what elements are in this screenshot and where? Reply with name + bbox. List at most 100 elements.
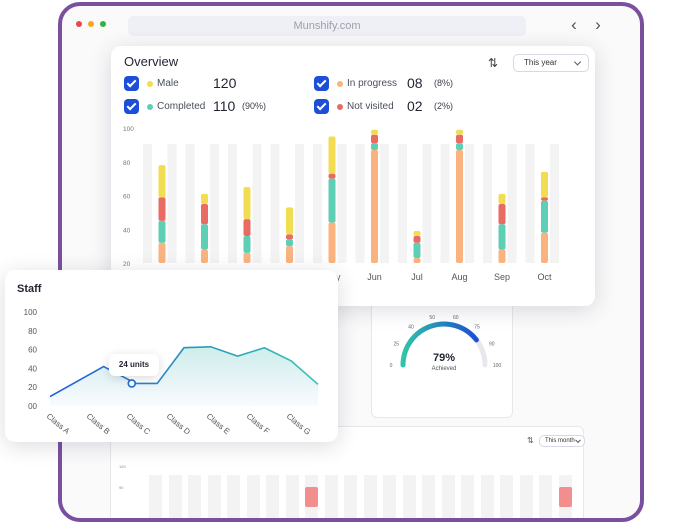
y-tick-label: 100 <box>123 126 134 133</box>
legend-not-visited[interactable]: Not visited 02 (2%) <box>314 98 484 115</box>
bar-segment[interactable] <box>498 249 506 264</box>
monthly-bar-track <box>285 475 299 518</box>
tooltip-text: 24 units <box>118 360 150 369</box>
data-point-marker[interactable] <box>127 379 137 388</box>
male-checkbox[interactable] <box>124 76 139 91</box>
tooltip: 24 units <box>109 354 159 376</box>
bar-segment[interactable] <box>286 239 293 247</box>
bar-segment[interactable] <box>201 224 208 250</box>
legend-value: 02 <box>407 98 423 114</box>
completed-dot <box>147 104 153 110</box>
monthly-bar-track <box>422 475 435 518</box>
bar-segment[interactable] <box>243 187 251 220</box>
minimize-window-dot[interactable] <box>88 21 94 27</box>
male-dot <box>147 81 153 87</box>
in-progress-checkbox[interactable] <box>314 76 329 91</box>
monthly-bar[interactable] <box>558 487 572 507</box>
bar-segment[interactable] <box>158 165 166 198</box>
maximize-window-dot[interactable] <box>100 21 106 27</box>
sort-icon[interactable]: ⇅ <box>488 56 499 70</box>
bar-segment[interactable] <box>498 193 506 204</box>
bar-segment[interactable] <box>328 136 336 174</box>
bar-segment[interactable] <box>328 222 336 264</box>
monthly-period-value: This month <box>545 438 575 444</box>
bar-segment[interactable] <box>371 129 378 135</box>
bar-segment[interactable] <box>456 143 463 150</box>
bar-segment[interactable] <box>456 134 463 144</box>
address-bar[interactable]: Munshify.com <box>128 16 526 36</box>
bar-segment[interactable] <box>201 203 208 225</box>
bar-segment[interactable] <box>541 200 548 233</box>
area-fill <box>50 346 318 406</box>
bar-segment[interactable] <box>498 224 506 250</box>
overview-card: Overview ⇅ This year Male 120 Completed … <box>111 46 595 306</box>
bar-segment[interactable] <box>158 220 166 243</box>
bar-track <box>270 144 280 263</box>
legend-completed[interactable]: Completed 110 (90%) <box>124 98 294 115</box>
x-tick-label: Oct <box>537 272 552 282</box>
monthly-period-select[interactable]: This month <box>539 435 585 447</box>
chevron-right-icon[interactable]: › <box>595 15 601 34</box>
legend-label: Male <box>157 78 179 89</box>
bar-segment[interactable] <box>456 129 463 135</box>
close-window-dot[interactable] <box>76 21 82 27</box>
x-tick-label: Class F <box>245 412 272 436</box>
bar-track <box>380 144 389 263</box>
bar-segment[interactable] <box>498 203 506 225</box>
monthly-bar-track <box>324 475 338 518</box>
bar-segment[interactable] <box>371 149 378 263</box>
bar-segment[interactable] <box>413 242 421 258</box>
bar-segment[interactable] <box>413 257 421 263</box>
chevron-left-icon[interactable]: ‹ <box>571 15 577 34</box>
bar-segment[interactable] <box>413 236 421 243</box>
gauge-tick-label: 40 <box>408 325 414 331</box>
sort-icon[interactable]: ⇅ <box>527 436 534 445</box>
bar-segment[interactable] <box>286 246 293 263</box>
completed-checkbox[interactable] <box>124 99 139 114</box>
monthly-bar-track <box>266 475 279 518</box>
legend-male[interactable]: Male 120 <box>124 75 294 92</box>
y-tick-label: 60 <box>123 194 131 201</box>
bar-segment[interactable] <box>328 178 336 223</box>
legend-label: Completed <box>157 101 206 112</box>
bar-segment[interactable] <box>413 230 421 236</box>
bar-track <box>337 144 347 263</box>
bar-segment[interactable] <box>243 252 251 263</box>
bar-segment[interactable] <box>286 234 293 240</box>
monthly-bar-track <box>383 475 396 518</box>
in-progress-dot <box>337 81 343 87</box>
bar-track <box>295 144 304 263</box>
gauge-tick-label: 0 <box>390 363 393 369</box>
y-tick-label: 00 <box>28 402 37 411</box>
bar-segment[interactable] <box>371 143 378 150</box>
legend-value: 120 <box>213 75 237 91</box>
legend-in-progress[interactable]: In progress 08 (8%) <box>314 75 484 92</box>
period-select[interactable]: This year <box>513 54 589 72</box>
bar-segment[interactable] <box>286 207 293 235</box>
bar-segment[interactable] <box>158 242 166 263</box>
bar-segment[interactable] <box>243 219 251 236</box>
monthly-bar-track <box>461 475 474 518</box>
monthly-bar[interactable] <box>305 487 318 507</box>
chevron-down-icon <box>573 58 582 66</box>
y-tick-label: 60 <box>28 346 37 355</box>
bar-segment[interactable] <box>541 232 548 263</box>
x-tick-label: Class A <box>45 412 72 437</box>
not-visited-checkbox[interactable] <box>314 99 329 114</box>
bar-segment[interactable] <box>541 197 548 201</box>
x-tick-label: Class D <box>165 412 192 437</box>
staff-card: Staff 100 80 60 40 20 00 Class A Class B Class C… <box>5 270 338 442</box>
bar-segment[interactable] <box>158 197 166 221</box>
bar-segment[interactable] <box>541 171 548 198</box>
bar-segment[interactable] <box>201 193 208 204</box>
bar-track <box>422 144 432 263</box>
bar-segment[interactable] <box>371 134 378 144</box>
bar-segment[interactable] <box>201 249 208 264</box>
bar-track <box>167 144 177 263</box>
monthly-ytick: 90 <box>119 485 124 490</box>
bar-segment[interactable] <box>328 173 336 179</box>
bar-track <box>252 144 262 263</box>
gauge-value: 79% <box>433 352 455 364</box>
bar-segment[interactable] <box>456 149 463 263</box>
bar-segment[interactable] <box>243 236 251 253</box>
